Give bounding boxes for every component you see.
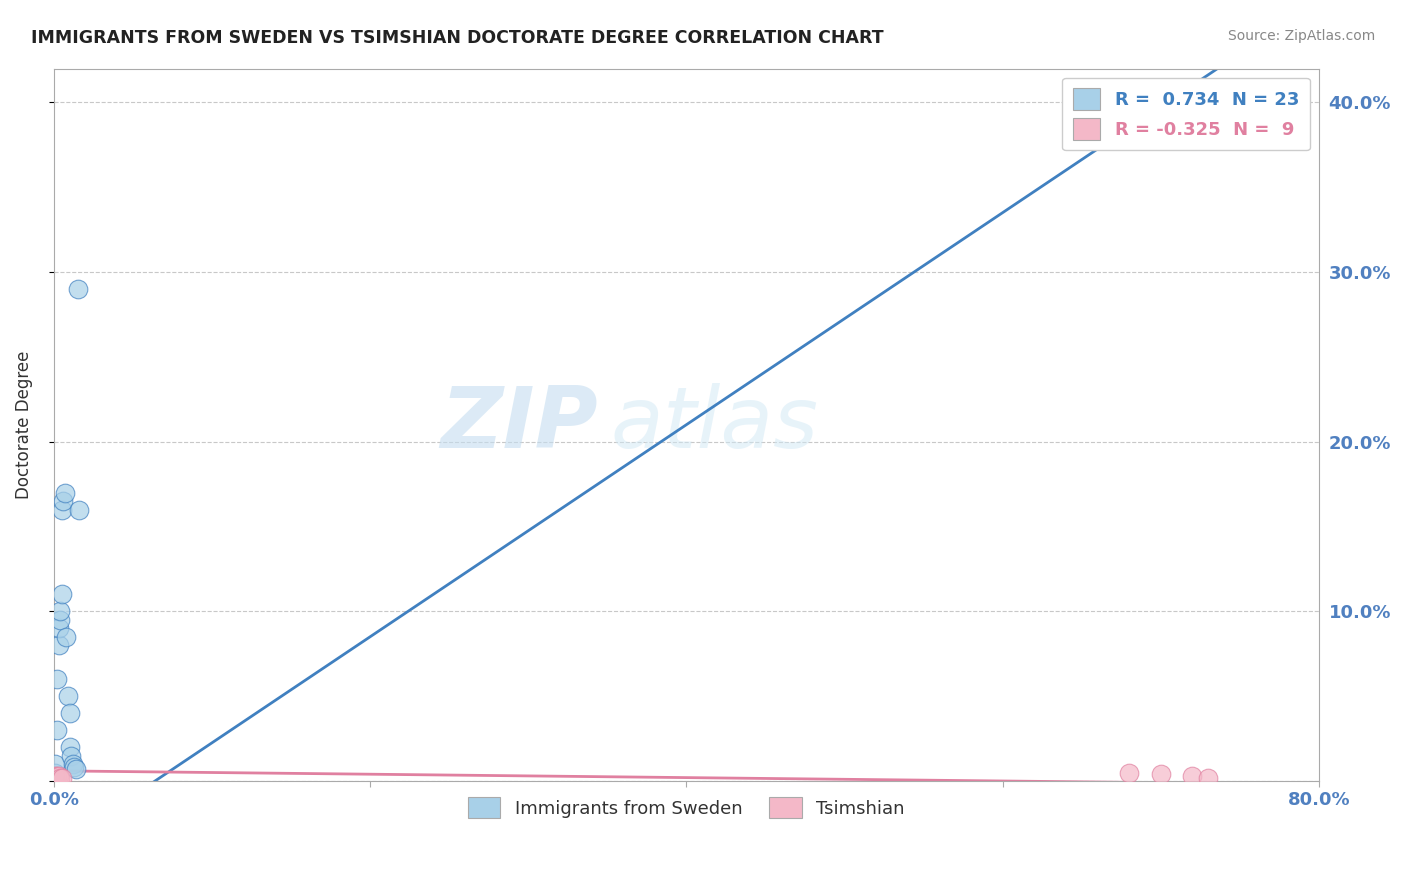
- Point: [44, 757, 66, 772]
- Point: [1181, 769, 1204, 783]
- Point: [51, 587, 73, 601]
- Text: atlas: atlas: [610, 384, 818, 467]
- Point: [44, 769, 66, 783]
- Point: [48, 638, 70, 652]
- Point: [60, 748, 83, 763]
- Point: [59, 740, 82, 755]
- Text: Source: ZipAtlas.com: Source: ZipAtlas.com: [1227, 29, 1375, 43]
- Point: [65, 762, 87, 776]
- Point: [63, 760, 86, 774]
- Point: [44, 765, 66, 780]
- Point: [46, 769, 69, 783]
- Point: [46, 723, 69, 738]
- Point: [51, 502, 73, 516]
- Point: [49, 613, 72, 627]
- Point: [66, 282, 89, 296]
- Point: [48, 769, 70, 783]
- Point: [52, 494, 75, 508]
- Point: [59, 706, 82, 720]
- Point: [51, 771, 73, 785]
- Point: [1150, 767, 1173, 781]
- Point: [1118, 765, 1140, 780]
- Point: [48, 621, 70, 635]
- Text: ZIP: ZIP: [440, 384, 598, 467]
- Point: [49, 771, 72, 785]
- Text: IMMIGRANTS FROM SWEDEN VS TSIMSHIAN DOCTORATE DEGREE CORRELATION CHART: IMMIGRANTS FROM SWEDEN VS TSIMSHIAN DOCT…: [31, 29, 883, 46]
- Point: [56, 689, 79, 703]
- Point: [53, 485, 76, 500]
- Point: [49, 604, 72, 618]
- Point: [46, 672, 69, 686]
- Point: [1197, 771, 1219, 785]
- Point: [44, 772, 66, 787]
- Legend: Immigrants from Sweden, Tsimshian: Immigrants from Sweden, Tsimshian: [461, 790, 912, 825]
- Point: [62, 757, 84, 772]
- Point: [55, 630, 77, 644]
- Point: [67, 502, 90, 516]
- Y-axis label: Doctorate Degree: Doctorate Degree: [15, 351, 32, 499]
